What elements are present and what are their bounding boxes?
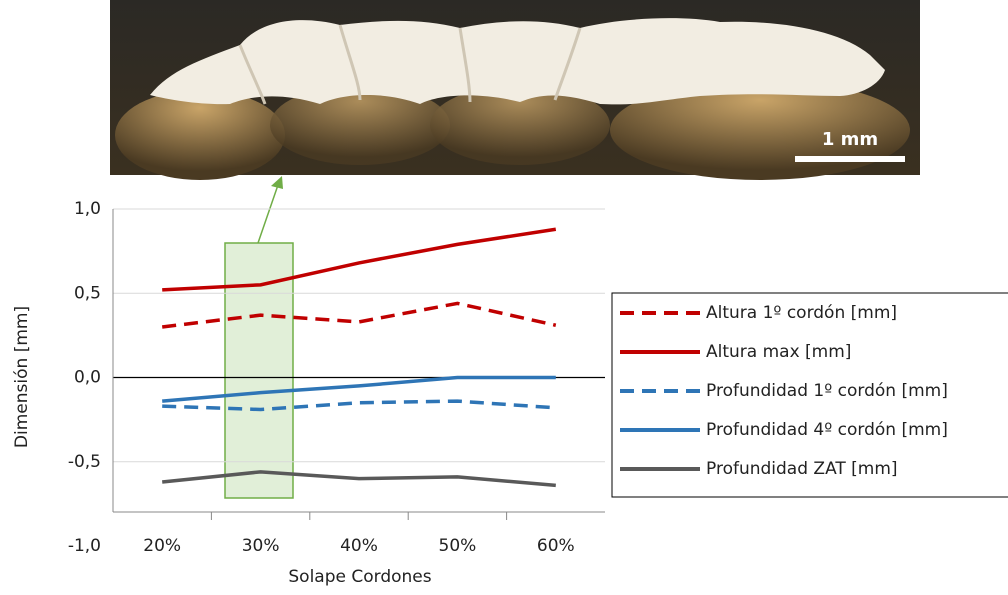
x-tick-label: 30% <box>242 536 280 556</box>
legend-label: Altura max [mm] <box>706 342 851 362</box>
x-tick-label: 40% <box>340 536 378 556</box>
y-tick-label: 0,0 <box>74 368 101 388</box>
y-tick-label: -0,5 <box>68 452 101 472</box>
figure: 1 mm Dimensión [mm] Solape Cordones -1,0… <box>0 0 1008 590</box>
series-line <box>162 472 556 485</box>
y-tick-label: 0,5 <box>74 283 101 303</box>
scale-label: 1 mm <box>822 129 878 150</box>
x-tick-label: 20% <box>143 536 181 556</box>
y-tick-label: -1,0 <box>68 536 101 556</box>
highlight <box>225 176 293 498</box>
legend-label: Profundidad ZAT [mm] <box>706 459 898 479</box>
series-line <box>162 401 556 409</box>
legend-label: Profundidad 1º cordón [mm] <box>706 381 948 401</box>
x-tick-label: 60% <box>537 536 575 556</box>
micrograph: 1 mm <box>110 0 920 180</box>
legend-label: Profundidad 4º cordón [mm] <box>706 420 948 440</box>
series-line <box>162 229 556 290</box>
series-line <box>162 378 556 402</box>
x-tick-label: 50% <box>439 536 477 556</box>
x-axis-title: Solape Cordones <box>288 567 431 587</box>
y-tick-label: 1,0 <box>74 199 101 219</box>
legend-label: Altura 1º cordón [mm] <box>706 303 897 323</box>
series-line <box>162 303 556 327</box>
y-axis-title: Dimensión [mm] <box>12 306 32 448</box>
